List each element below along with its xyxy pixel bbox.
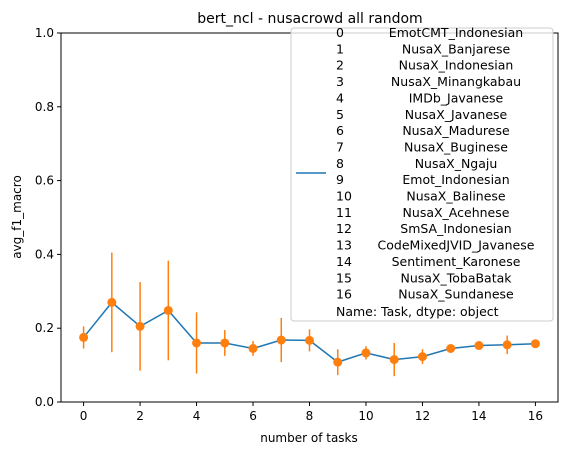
- legend-row-index: 16: [336, 287, 352, 302]
- legend-row-name: Sentiment_Karonese: [392, 254, 521, 269]
- data-point: [446, 343, 456, 353]
- data-point: [530, 339, 540, 349]
- legend-row-name: NusaX_Indonesian: [399, 58, 514, 73]
- points-group: [79, 297, 540, 367]
- x-tick-label: 4: [193, 409, 201, 423]
- x-tick-label: 16: [528, 409, 543, 423]
- legend-row-name: Emot_Indonesian: [402, 172, 509, 187]
- data-point: [276, 335, 286, 345]
- y-tick-label: 0.8: [35, 100, 54, 114]
- legend-rows: 0 EmotCMT_Indonesian 1 NusaX_Banjarese 2 Nusa…: [336, 25, 535, 302]
- legend-row-name: NusaX_Madurese: [402, 123, 510, 138]
- data-point: [333, 357, 343, 367]
- legend-row-index: 9: [336, 172, 344, 187]
- y-tick-label: 0.0: [35, 395, 54, 409]
- legend-row-index: 6: [336, 123, 344, 138]
- legend-row-index: 4: [336, 90, 344, 105]
- data-point: [248, 343, 258, 353]
- legend-row-index: 0: [336, 25, 344, 40]
- legend-row-name: NusaX_Balinese: [406, 189, 506, 204]
- data-point: [192, 338, 202, 348]
- legend-row-index: 3: [336, 74, 344, 89]
- legend-row-name: SmSA_Indonesian: [400, 221, 511, 236]
- legend-row-index: 10: [336, 189, 352, 204]
- legend-row-index: 8: [336, 156, 344, 171]
- y-tick-label: 0.6: [35, 174, 54, 188]
- x-tick-label: 2: [136, 409, 144, 423]
- legend-row-name: NusaX_TobaBatak: [400, 270, 512, 285]
- data-point: [107, 297, 117, 307]
- x-axis-ticks: 0 2 4 6 8 10 12 14 16: [80, 402, 543, 423]
- legend-row-name: NusaX_Buginese: [404, 139, 508, 154]
- legend-row-index: 1: [336, 41, 344, 56]
- plot-area: [79, 252, 540, 377]
- data-point: [220, 338, 230, 348]
- x-tick-label: 10: [358, 409, 373, 423]
- legend-row-name: EmotCMT_Indonesian: [389, 25, 523, 40]
- y-axis-ticks: 0.0 0.2 0.4 0.6 0.8 1.0: [35, 26, 61, 409]
- y-tick-label: 0.4: [35, 247, 54, 261]
- legend-row-index: 13: [336, 238, 352, 253]
- legend-row-index: 5: [336, 107, 344, 122]
- data-point: [79, 332, 89, 342]
- legend-row-index: 14: [336, 254, 352, 269]
- x-tick-label: 8: [306, 409, 314, 423]
- data-point: [474, 341, 484, 351]
- x-axis-label: number of tasks: [260, 431, 358, 445]
- chart-title: bert_ncl - nusacrowd all random: [197, 11, 422, 27]
- x-tick-label: 12: [415, 409, 430, 423]
- legend-row-index: 15: [336, 270, 352, 285]
- legend-row-index: 7: [336, 139, 344, 154]
- data-point: [502, 340, 512, 350]
- legend-row-name: CodeMixedJVID_Javanese: [378, 238, 535, 253]
- legend-row-name: NusaX_Ngaju: [415, 156, 498, 171]
- legend-row-name: NusaX_Javanese: [405, 107, 508, 122]
- data-point: [361, 348, 371, 358]
- y-tick-label: 0.2: [35, 321, 54, 335]
- legend-row-index: 2: [336, 58, 344, 73]
- data-point: [163, 305, 173, 315]
- y-tick-label: 1.0: [35, 26, 54, 40]
- legend: 0 EmotCMT_Indonesian 1 NusaX_Banjarese 2 Nusa…: [290, 25, 554, 322]
- legend-row-name: NusaX_Minangkabau: [391, 74, 521, 89]
- data-point: [135, 321, 145, 331]
- legend-row-name: IMDb_Javanese: [409, 90, 504, 105]
- x-tick-label: 14: [471, 409, 486, 423]
- legend-row-name: NusaX_Sundanese: [398, 287, 514, 302]
- legend-row-name: NusaX_Banjarese: [402, 41, 511, 56]
- x-tick-label: 0: [80, 409, 88, 423]
- data-point: [305, 335, 314, 345]
- legend-footer: Name: Task, dtype: object: [336, 304, 499, 319]
- y-axis-label: avg_f1_macro: [10, 175, 24, 259]
- x-tick-label: 6: [249, 409, 257, 423]
- data-point: [389, 355, 399, 365]
- legend-row-index: 11: [336, 205, 352, 220]
- legend-row-index: 12: [336, 221, 352, 236]
- data-point: [417, 352, 427, 362]
- legend-row-name: NusaX_Acehnese: [403, 205, 510, 220]
- legend-box: [290, 27, 554, 322]
